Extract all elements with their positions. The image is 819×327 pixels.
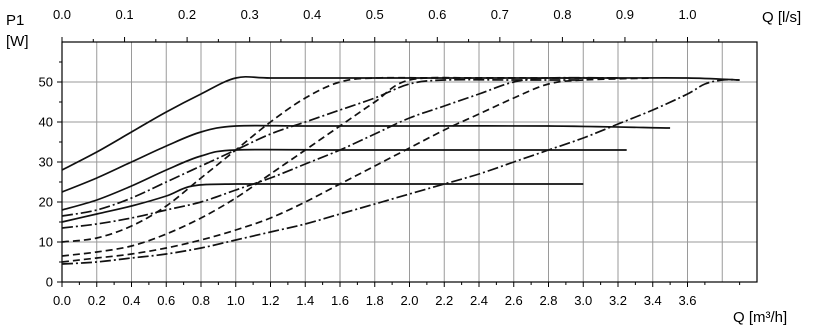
curve-solid-2 <box>61 124 671 193</box>
x-tick-label-bottom: 2.8 <box>539 293 557 308</box>
x-tick-label-top: 1.0 <box>678 7 696 22</box>
curve-solid-3 <box>61 148 627 211</box>
curve-solid-4 <box>61 183 584 223</box>
curve-solid-1 <box>61 75 740 171</box>
y-tick-label: 40 <box>39 115 53 130</box>
x-tick-label-bottom: 2.4 <box>470 293 488 308</box>
curve-dashdot-6 <box>61 78 584 217</box>
y-tick-label: 10 <box>39 235 53 250</box>
x-tick-label-bottom: 2.0 <box>400 293 418 308</box>
x-tick-label-top: 0.0 <box>53 7 71 22</box>
curve-dashdot-10 <box>61 78 740 265</box>
x-axis-bottom-title: Q [m³/h] <box>733 309 787 326</box>
x-tick-label-bottom: 3.0 <box>574 293 592 308</box>
y-tick-label: 20 <box>39 195 53 210</box>
x-tick-label-bottom: 2.6 <box>505 293 523 308</box>
x-tick-label-top: 0.9 <box>616 7 634 22</box>
x-tick-label-top: 0.6 <box>428 7 446 22</box>
curve-dashdot-8 <box>61 76 619 229</box>
x-tick-label-top: 0.2 <box>178 7 196 22</box>
x-tick-label-bottom: 3.2 <box>609 293 627 308</box>
y-axis: 0 10 20 30 40 50 <box>39 61 62 290</box>
y-tick-label: 30 <box>39 155 53 170</box>
x-axis-bottom: 0.0 0.2 0.4 0.6 0.8 1.0 1.2 1.4 1.6 1.8 2.0 2.2 2.4 2… <box>53 282 741 308</box>
x-tick-label-bottom: 3.6 <box>678 293 696 308</box>
x-tick-label-bottom: 1.8 <box>366 293 384 308</box>
y-tick-label: 50 <box>39 75 53 90</box>
x-tick-label-bottom: 0.2 <box>88 293 106 308</box>
x-tick-label-bottom: 2.2 <box>435 293 453 308</box>
x-axis-top: 0.0 0.1 0.2 0.3 0.4 0.5 0.6 0.7 0.8 0.9 1.0 <box>53 7 720 42</box>
x-tick-label-bottom: 1.6 <box>331 293 349 308</box>
curve-dashed-7 <box>61 76 618 257</box>
curve-dashed-5 <box>61 76 514 243</box>
x-tick-label-bottom: 0.4 <box>122 293 140 308</box>
x-tick-label-top: 0.3 <box>241 7 259 22</box>
series-layer <box>61 75 740 265</box>
x-tick-label-bottom: 3.4 <box>644 293 662 308</box>
y-tick-label: 0 <box>46 275 53 290</box>
curve-dashed-9 <box>61 77 653 263</box>
x-tick-label-top: 0.4 <box>303 7 321 22</box>
x-tick-label-top: 0.8 <box>553 7 571 22</box>
x-tick-label-bottom: 1.0 <box>227 293 245 308</box>
y-axis-title-line1: P1 <box>6 12 24 29</box>
x-tick-label-top: 0.5 <box>366 7 384 22</box>
x-tick-label-bottom: 1.4 <box>296 293 314 308</box>
x-tick-label-bottom: 1.2 <box>261 293 279 308</box>
x-tick-label-bottom: 0.8 <box>192 293 210 308</box>
x-tick-label-top: 0.1 <box>116 7 134 22</box>
x-axis-top-title: Q [l/s] <box>762 9 801 26</box>
x-tick-label-bottom: 0.6 <box>157 293 175 308</box>
y-axis-title-line2: [W] <box>6 33 29 50</box>
x-tick-label-bottom: 0.0 <box>53 293 71 308</box>
x-tick-label-top: 0.7 <box>491 7 509 22</box>
